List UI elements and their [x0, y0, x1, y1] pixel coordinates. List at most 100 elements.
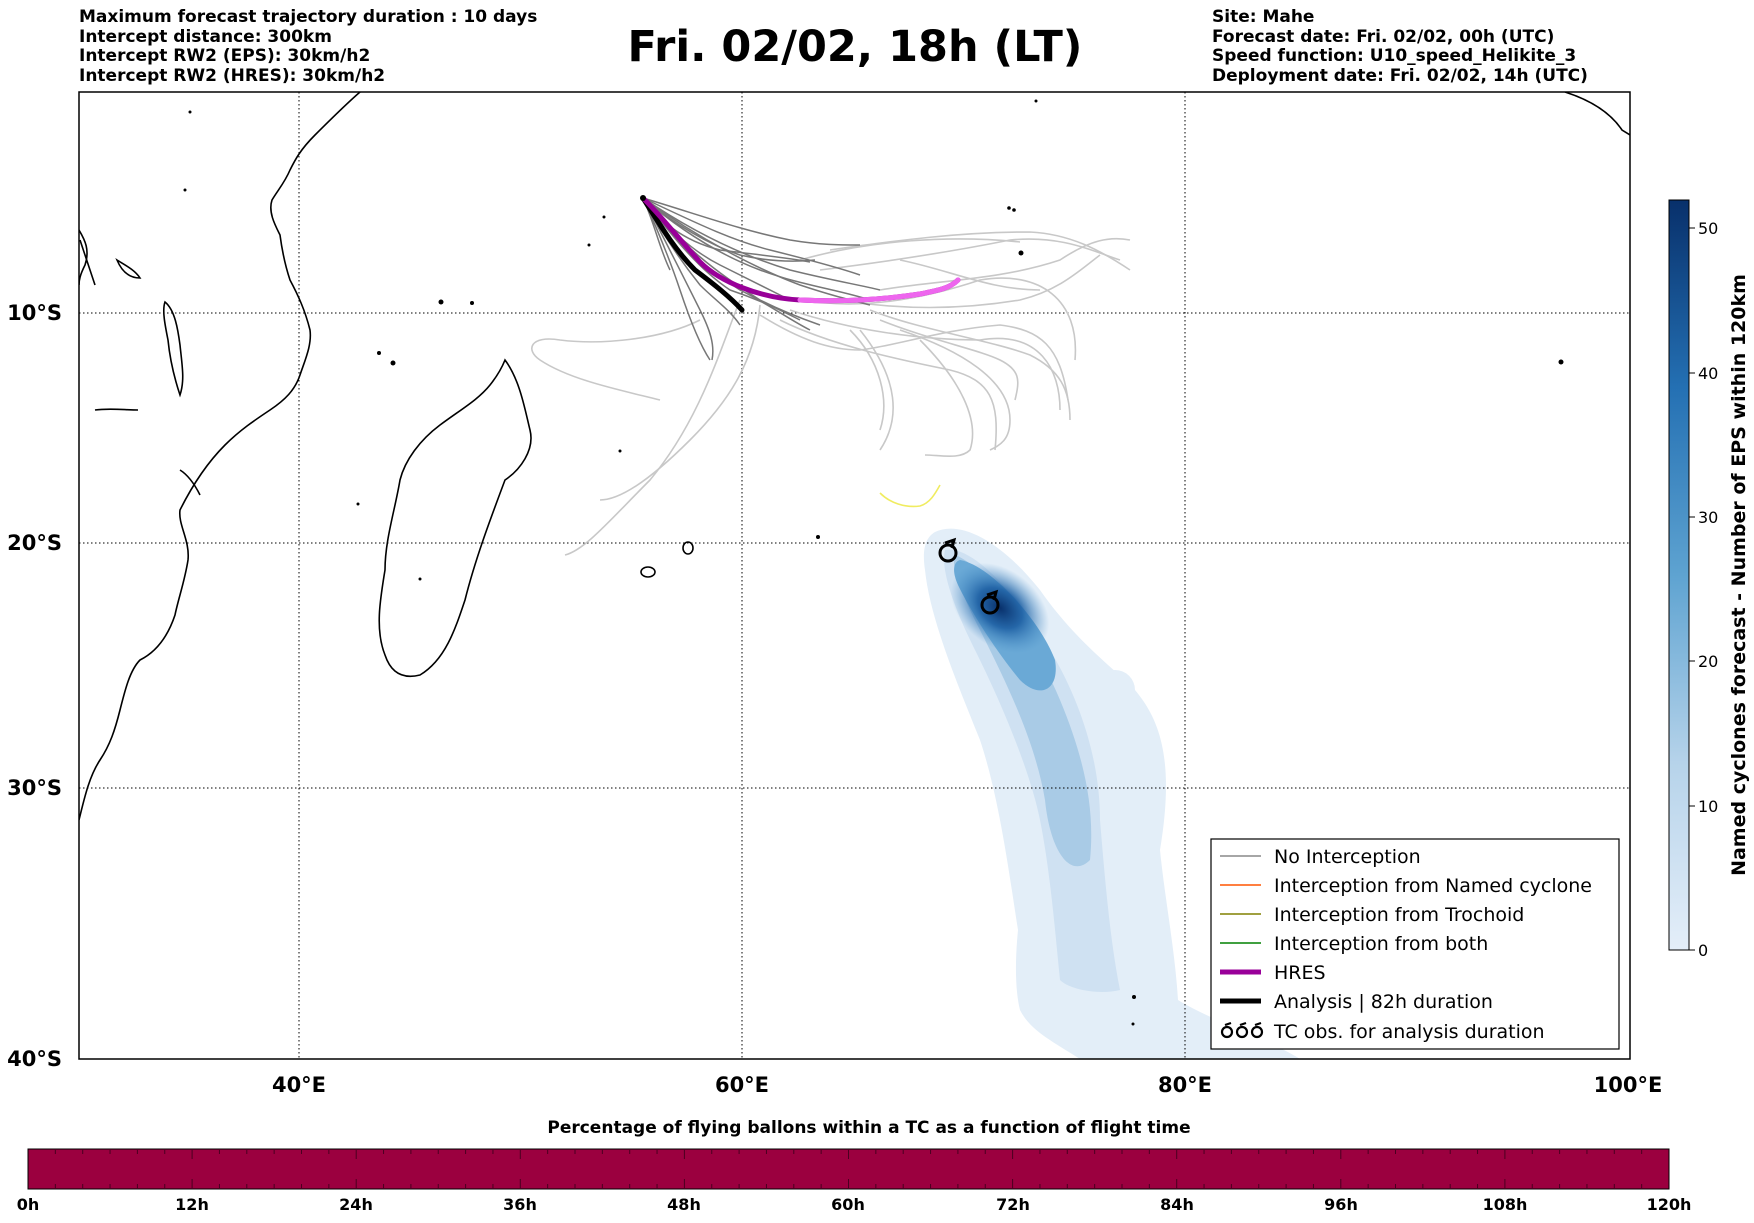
analysis-track	[640, 195, 745, 313]
eps-track	[879, 237, 1131, 291]
island	[602, 215, 606, 219]
coast-detail-2	[179, 469, 201, 496]
lat-tick-label: 10°S	[7, 301, 62, 325]
header-left: Maximum forecast trajectory duration : 1…	[79, 7, 537, 86]
eps-track	[642, 197, 871, 301]
time-bar-tick-label: 36h	[503, 1195, 537, 1214]
axis-labels: 40°E 60°E 80°E 100°E 10°S 20°S 30°S 40°S	[7, 301, 1662, 1097]
lake-tanganyika	[79, 239, 96, 286]
time-bar-minor-ticks	[54, 1149, 1643, 1189]
colorbar-tick-label: 40	[1698, 364, 1718, 383]
header-right-line: Speed function: U10_speed_Helikite_3	[1212, 46, 1577, 66]
eps-track	[859, 329, 894, 451]
header-right: Site: Mahe Forecast date: Fri. 02/02, 00…	[1212, 7, 1588, 86]
eps-track	[642, 197, 881, 291]
island	[470, 301, 474, 305]
island	[390, 360, 396, 366]
eps-track	[899, 329, 1011, 451]
lat-tick-label: 30°S	[7, 776, 62, 800]
island	[188, 110, 192, 114]
legend-label: Interception from Named cyclone	[1274, 875, 1592, 897]
site-marker	[640, 195, 646, 201]
island	[1007, 206, 1011, 210]
colorbar: 0 10 20 30 40 50 Named cyclones forecast…	[1668, 199, 1750, 960]
eps-track	[642, 197, 861, 246]
page-title: Fri. 02/02, 18h (LT)	[627, 22, 1083, 72]
mauritius-island	[682, 541, 694, 555]
colorbar-ticks	[1689, 227, 1695, 951]
lake-malawi	[162, 300, 184, 398]
eps-track	[899, 259, 1041, 291]
time-bar-title: Percentage of flying ballons within a TC…	[547, 1118, 1190, 1138]
island	[356, 502, 360, 506]
island	[1012, 208, 1016, 212]
island	[418, 577, 422, 581]
island	[377, 351, 381, 355]
plume-bulge	[1095, 670, 1135, 710]
island	[1131, 1022, 1135, 1026]
tc-obs-circle	[938, 543, 958, 563]
coast-detail	[94, 408, 139, 411]
legend-box	[1210, 838, 1620, 1050]
tc-obs-marker	[980, 589, 1000, 615]
time-bar-tick-label: 120h	[1647, 1195, 1692, 1214]
lat-tick-label: 20°S	[7, 531, 62, 555]
eps-track	[919, 339, 974, 458]
eps-tracks-late	[531, 231, 1131, 556]
hres-track-late	[797, 277, 961, 304]
time-bar-tick-label: 48h	[667, 1195, 701, 1214]
tc-obs-tail	[944, 537, 957, 549]
time-bar-tick-labels: 0h 12h 24h 36h 48h 60h 72h 84h 96h 108h …	[17, 1195, 1692, 1214]
island	[587, 243, 591, 247]
lake-tanganyika-north	[115, 257, 142, 279]
island	[618, 449, 622, 453]
legend: No Interception Interception from Named …	[1210, 838, 1620, 1050]
map-content: No Interception Interception from Named …	[79, 92, 1630, 1059]
legend-label: Analysis | 82h duration	[1274, 991, 1493, 1013]
eps-track	[599, 304, 761, 501]
island	[1132, 995, 1136, 999]
colorbar-tick-label: 0	[1698, 941, 1708, 960]
eps-density-plume	[923, 528, 1300, 1059]
colorbar-gradient	[1668, 199, 1690, 951]
island	[438, 299, 444, 305]
eps-track	[799, 238, 1021, 261]
colorbar-tick-label: 30	[1698, 508, 1718, 527]
tc-obs-markers	[938, 537, 1000, 615]
legend-label: Interception from Trochoid	[1274, 904, 1524, 926]
madagascar-coast	[378, 358, 532, 677]
island	[183, 188, 187, 192]
legend-swatch-tc-obs	[1220, 1021, 1264, 1039]
time-bar-tick-label: 72h	[996, 1195, 1030, 1214]
tc-obs-tail	[986, 589, 999, 601]
lat-tick-label: 40°S	[7, 1047, 62, 1071]
time-bar-tick-label: 12h	[175, 1195, 209, 1214]
time-bar-tick-label: 0h	[17, 1195, 40, 1214]
time-bar-tick-label: 108h	[1483, 1195, 1528, 1214]
legend-label: No Interception	[1274, 846, 1421, 868]
lon-tick-label: 80°E	[1158, 1073, 1212, 1097]
lon-tick-label: 100°E	[1594, 1073, 1663, 1097]
island	[816, 535, 820, 539]
eps-track	[869, 309, 1071, 421]
eps-track	[642, 197, 861, 276]
eps-track	[642, 197, 816, 262]
africa-coast	[79, 92, 361, 821]
plume-mid	[944, 549, 1120, 992]
header-left-line: Intercept RW2 (HRES): 30km/h2	[79, 65, 386, 86]
eps-track	[839, 254, 1101, 309]
lon-tick-label: 60°E	[715, 1073, 769, 1097]
header-right-line: Site: Mahe	[1212, 7, 1315, 27]
tc-obs-circle	[980, 595, 1000, 615]
eps-track	[642, 197, 714, 361]
eps-track	[799, 277, 1077, 361]
header-left-line: Intercept RW2 (EPS): 30km/h2	[79, 46, 371, 66]
plume-core	[950, 562, 1050, 654]
colorbar-tick-label: 50	[1698, 219, 1718, 238]
eps-track	[829, 231, 1131, 271]
colorbar-label: Named cyclones forecast - Number of EPS …	[1728, 274, 1750, 876]
eps-track	[642, 197, 711, 361]
time-bar-tick-label: 84h	[1160, 1195, 1194, 1214]
eps-track	[531, 319, 701, 401]
